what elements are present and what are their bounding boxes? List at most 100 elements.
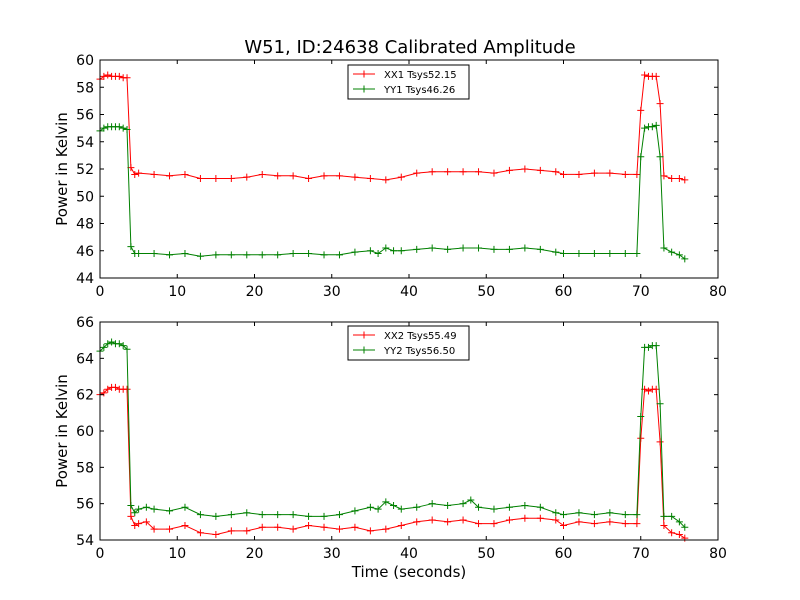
data-point (181, 249, 189, 257)
data-point (104, 71, 112, 79)
data-point (668, 529, 676, 537)
y-tick-label: 46 (76, 244, 94, 260)
data-point (100, 72, 108, 80)
data-point (641, 71, 649, 79)
data-point (606, 509, 614, 517)
data-point (351, 523, 359, 531)
data-point (150, 170, 158, 178)
data-point (675, 251, 683, 259)
data-point (258, 511, 266, 519)
data-point (444, 518, 452, 526)
plot-top: 0 10 20 30 40 50 60 70 80 44 46 48 50 52 54 56 58 60 Power… (53, 53, 727, 300)
data-point (575, 509, 583, 517)
data-point (560, 249, 567, 257)
data-point (258, 523, 266, 531)
data-point (181, 170, 189, 178)
data-point (166, 172, 174, 180)
data-point (335, 172, 343, 180)
data-point (633, 520, 641, 528)
data-point (335, 251, 343, 259)
data-point (212, 531, 220, 539)
data-point (681, 255, 689, 263)
data-point (644, 343, 652, 351)
data-point (459, 516, 467, 524)
y-tick-label: 60 (76, 53, 94, 69)
data-point (575, 170, 583, 178)
data-point (104, 340, 112, 348)
data-point (135, 505, 143, 513)
data-point (274, 172, 282, 180)
data-point (637, 153, 645, 161)
data-point (490, 245, 498, 253)
data-point (305, 521, 313, 529)
data-point (621, 249, 629, 257)
y-tick-label: 54 (76, 533, 94, 549)
data-point (590, 169, 598, 177)
data-point (505, 245, 513, 253)
legend: XX2 Tsys55.49 YY2 Tsys56.50 (347, 325, 470, 361)
data-point (320, 523, 328, 531)
data-point (135, 249, 143, 257)
data-point (660, 512, 668, 520)
x-tick-label: 30 (323, 284, 341, 300)
data-point (681, 523, 689, 531)
legend-box (347, 64, 470, 100)
data-point (656, 100, 664, 108)
data-point (459, 500, 467, 508)
y-tick-label: 66 (76, 315, 94, 331)
data-point (382, 525, 390, 533)
data-point (115, 340, 123, 348)
data-point (100, 389, 108, 397)
data-point (428, 500, 436, 508)
x-tick-label: 50 (477, 546, 495, 562)
data-point (521, 514, 529, 522)
data-point (505, 166, 513, 174)
data-point (127, 243, 135, 251)
series-line (99, 74, 685, 181)
data-point (212, 512, 220, 520)
data-point (575, 249, 583, 257)
data-point (660, 521, 668, 529)
data-point (475, 503, 483, 511)
data-point (227, 527, 235, 535)
y-tick-label: 52 (76, 162, 94, 178)
data-point (521, 501, 529, 509)
legend-marker (360, 331, 368, 339)
data-point (366, 175, 374, 183)
data-point (150, 249, 158, 257)
data-point (475, 520, 483, 528)
data-point (413, 245, 421, 253)
data-point (289, 511, 297, 519)
data-point (560, 511, 567, 519)
data-point (115, 123, 123, 131)
legend-entry: XX1 Tsys52.15 (353, 70, 457, 81)
data-point (660, 244, 668, 252)
data-point (366, 527, 374, 535)
data-point (656, 153, 664, 161)
data-point (552, 168, 560, 176)
data-point (166, 507, 174, 515)
data-point (100, 343, 108, 351)
data-point (212, 175, 220, 183)
data-point (552, 509, 560, 517)
data-point (633, 170, 641, 178)
data-point (274, 523, 282, 531)
data-point (382, 498, 390, 506)
data-point (123, 125, 131, 133)
y-axis-label: Power in Kelvin (53, 374, 71, 488)
x-tick-label: 70 (632, 546, 650, 562)
data-point (675, 518, 683, 526)
data-point (552, 516, 560, 524)
data-point (274, 511, 282, 519)
y-tick-label: 44 (76, 271, 94, 287)
data-point (648, 123, 656, 131)
data-point (637, 412, 645, 420)
data-point (413, 518, 421, 526)
data-point (166, 525, 174, 533)
data-point (196, 511, 204, 519)
legend-label: YY2 Tsys56.50 (383, 346, 455, 357)
data-point (397, 173, 405, 181)
data-point (397, 521, 405, 529)
data-point (258, 170, 266, 178)
